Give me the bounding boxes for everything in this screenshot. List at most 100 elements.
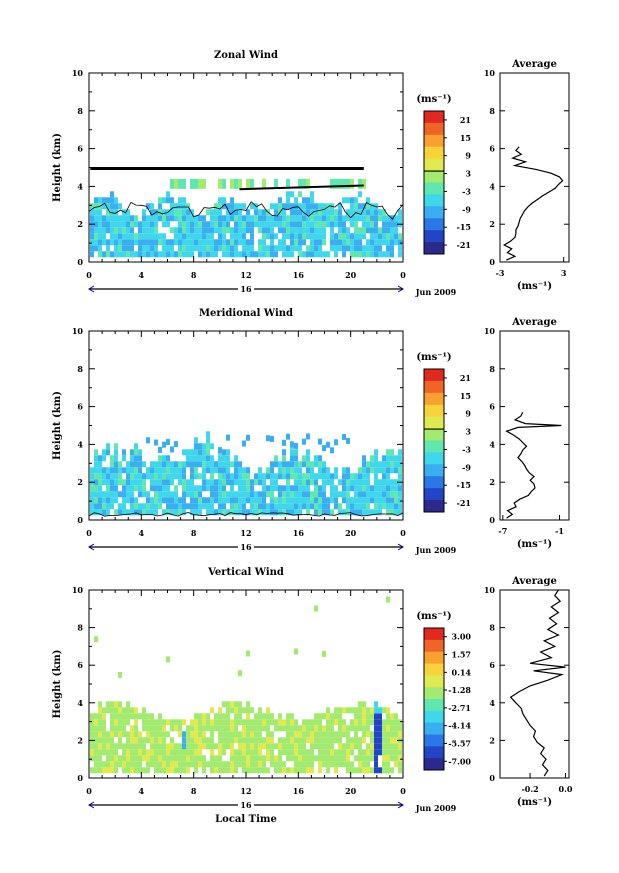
colorbar-tick-label: -9 — [462, 462, 471, 472]
profile-line — [502, 146, 564, 261]
colorbar-segment — [424, 242, 444, 255]
y-tick-label: 2 — [77, 735, 83, 745]
day-label: 16 — [240, 800, 252, 810]
y-tick-label: 2 — [77, 219, 83, 229]
y-tick-label: 6 — [77, 660, 83, 670]
x-tick-label: 8 — [191, 786, 197, 796]
colorbar-segment — [424, 699, 444, 712]
colorbar-segment — [424, 722, 444, 735]
profile-x-tick-label: 3 — [561, 268, 567, 278]
colorbar-segment — [424, 392, 444, 406]
colorbar-tick-label: 1.57 — [452, 650, 471, 660]
day-bar-right-arrow — [397, 543, 404, 551]
x-tick-label: 20 — [345, 786, 357, 796]
day-label: 16 — [240, 284, 252, 294]
x-tick-label: 0 — [400, 528, 406, 538]
colorbar-tick-label: 3.00 — [452, 632, 472, 642]
colorbar-segment — [424, 746, 444, 759]
colorbar-tick-label: -4.14 — [448, 721, 471, 731]
colorbar-segment — [424, 380, 444, 394]
colorbar-tick-label: 9 — [465, 151, 471, 161]
colorbar-segment — [424, 734, 444, 747]
x-tick-label: 16 — [293, 270, 305, 280]
profile-y-tick-label: 2 — [489, 735, 495, 745]
y-tick-label: 6 — [77, 402, 83, 412]
colorbar-segment — [424, 428, 444, 441]
colorbar-segment — [424, 710, 444, 724]
colorbar-tick-label: 21 — [460, 115, 471, 125]
profile-y-tick-label: 2 — [489, 477, 495, 487]
x-tick-label: 12 — [240, 528, 251, 538]
profile-frame — [499, 330, 570, 521]
y-tick-label: 0 — [77, 257, 83, 267]
colorbar-tick-label: 15 — [460, 133, 471, 143]
heatmap-field — [90, 431, 402, 516]
day-bar-right-arrow — [397, 801, 404, 809]
colorbar-segment — [424, 651, 444, 664]
profile-y-tick-label: 8 — [489, 106, 495, 116]
x-tick-label: 8 — [191, 270, 197, 280]
colorbar-segment — [424, 170, 444, 183]
x-tick-label: 0 — [86, 786, 92, 796]
contour-line — [88, 201, 404, 220]
profile-x-tick-label: -0.2 — [521, 784, 538, 794]
colorbar-segment — [424, 416, 444, 430]
profile-y-tick-label: 6 — [489, 660, 495, 670]
x-tick-label: 8 — [191, 528, 197, 538]
profile-x-tick-label: -1 — [555, 526, 564, 536]
profile-y-tick-label: 2 — [489, 219, 495, 229]
colorbar-segment — [424, 464, 444, 477]
x-tick-label: 0 — [400, 786, 406, 796]
profile-y-tick-label: 0 — [489, 773, 495, 783]
colorbar-segment — [424, 404, 444, 418]
colorbar-tick-label: -1.28 — [448, 685, 471, 695]
profile-y-tick-label: 10 — [484, 68, 496, 78]
colorbar-segment — [424, 628, 444, 641]
colorbar-segment — [424, 758, 444, 771]
colorbar-segment — [424, 230, 444, 243]
profile-frame — [499, 72, 570, 263]
profile-title: Average — [511, 59, 557, 70]
day-bar-left-arrow — [88, 801, 95, 809]
colorbar-unit-label: (ms⁻¹) — [416, 611, 451, 622]
colorbar-tick-label: 3 — [465, 169, 471, 179]
colorbar-segment — [424, 146, 444, 160]
colorbar-segment — [424, 206, 444, 219]
y-tick-label: 6 — [77, 144, 83, 154]
colorbar-frame — [423, 627, 445, 771]
panel-1: Meridional Wind 0 2 4 6 8 10 Height (km) 0 4 8 12 16… — [52, 308, 570, 555]
y-axis-label: Height (km) — [52, 133, 63, 202]
x-tick-label: 16 — [293, 528, 305, 538]
day-label-bg — [238, 542, 254, 552]
y-tick-label: 10 — [72, 585, 84, 595]
colorbar-segment — [424, 194, 444, 207]
colorbar-tick-label: 0.14 — [452, 667, 472, 677]
colorbar-unit-label: (ms⁻¹) — [416, 352, 451, 363]
x-tick-label: 20 — [345, 528, 357, 538]
y-tick-label: 8 — [77, 623, 83, 633]
profile-y-tick-label: 0 — [489, 515, 495, 525]
x-tick-label: 0 — [86, 270, 92, 280]
colorbar-segment — [424, 122, 444, 136]
y-tick-label: 8 — [77, 106, 83, 116]
chart-title: Zonal Wind — [214, 50, 278, 61]
colorbar-tick-label: -3 — [462, 186, 471, 196]
y-tick-label: 2 — [77, 477, 83, 487]
profile-y-tick-label: 8 — [489, 623, 495, 633]
day-bar-left-arrow — [88, 543, 95, 551]
colorbar-tick-label: -21 — [457, 240, 471, 250]
profile-line — [505, 412, 562, 519]
profile-x-axis-label: (ms⁻¹) — [517, 281, 552, 292]
colorbar-tick-label: -5.57 — [448, 738, 471, 748]
y-axis-label: Height (km) — [52, 391, 63, 460]
y-tick-label: 4 — [77, 698, 83, 708]
contour-line — [239, 184, 364, 191]
colorbar-tick-label: -9 — [462, 204, 471, 214]
colorbar-segment — [424, 158, 444, 172]
colorbar-segment — [424, 440, 444, 453]
profile-title: Average — [511, 576, 557, 587]
day-label-bg — [238, 800, 254, 810]
colorbar-segment — [424, 488, 444, 501]
y-tick-label: 8 — [77, 364, 83, 374]
